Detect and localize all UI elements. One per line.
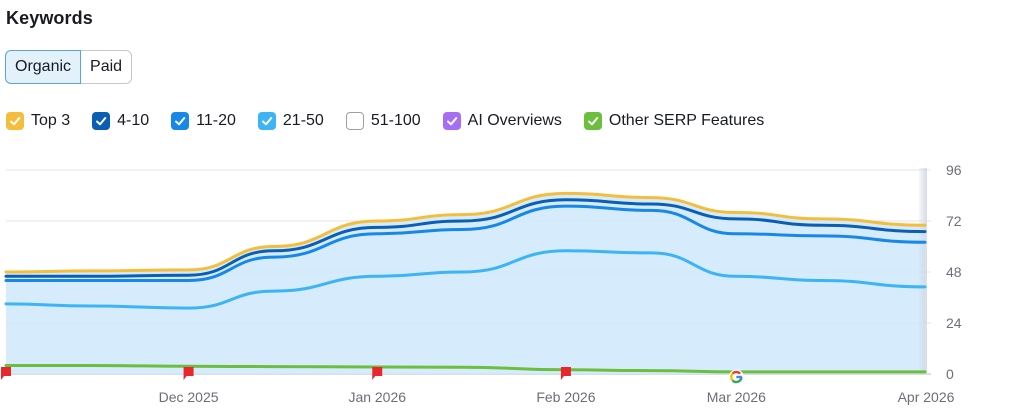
series-line-4-10 [4, 198, 927, 278]
legend-item-51-100[interactable]: 51-100 [345, 112, 421, 130]
series-line-21-50 [4, 249, 927, 310]
event-flag-icon[interactable] [1, 367, 11, 380]
organic-paid-toggle: Organic Paid [5, 50, 133, 84]
event-flag-icon[interactable] [560, 367, 571, 380]
check-icon [261, 117, 273, 126]
legend-item-4-10[interactable]: 4-10 [92, 112, 149, 130]
y-tick-label: 72 [946, 213, 962, 229]
paid-button[interactable]: Paid [81, 50, 133, 84]
check-icon [446, 117, 457, 126]
checkbox-21-50[interactable] [257, 112, 276, 130]
checkbox-11-20[interactable] [171, 112, 190, 130]
google-icon[interactable] [728, 369, 744, 385]
legend: Top 3 4-10 11-20 21-50 51-100 AI Overvie… [6, 112, 764, 130]
checkbox-top-3[interactable] [6, 112, 24, 130]
y-tick-label: 96 [946, 162, 962, 178]
x-tick-label: Apr 2026 [898, 389, 955, 405]
organic-button[interactable]: Organic [5, 50, 82, 84]
keywords-area-chart: 0 24 48 72 96 Dec 2025 Jan 2026 Feb 2026 Mar 202… [1, 162, 962, 405]
legend-label-21-50: 21-50 [282, 112, 324, 129]
legend-label-11-20: 11-20 [196, 112, 236, 129]
legend-item-other-serp-features[interactable]: Other SERP Features [583, 112, 765, 130]
legend-label-4-10: 4-10 [117, 112, 150, 129]
checkbox-4-10[interactable] [92, 112, 111, 130]
legend-item-ai-overviews[interactable]: AI Overviews [442, 112, 562, 130]
y-tick-label: 0 [946, 366, 954, 382]
keywords-area-fill [6, 193, 925, 374]
event-flag-icon[interactable] [183, 367, 194, 380]
page-title: Keywords [6, 8, 93, 28]
checkbox-51-100[interactable] [345, 112, 364, 130]
legend-item-11-20[interactable]: 11-20 [171, 112, 236, 130]
legend-label-top-3: Top 3 [31, 112, 71, 129]
checkbox-other-serp-features[interactable] [583, 112, 602, 130]
x-tick-label: Feb 2026 [536, 389, 595, 405]
check-icon [96, 117, 107, 126]
legend-item-top-3[interactable]: Top 3 [6, 112, 70, 130]
x-tick-label: Dec 2025 [159, 389, 219, 405]
y-tick-label: 48 [946, 264, 962, 280]
legend-label-51-100: 51-100 [370, 112, 421, 129]
event-flag-icon[interactable] [372, 367, 383, 380]
check-icon [10, 117, 21, 126]
x-tick-label: Jan 2026 [348, 389, 406, 405]
series-line-top-3 [4, 191, 927, 274]
legend-label-ai-overviews: AI Overviews [467, 112, 562, 129]
x-tick-label: Mar 2026 [707, 389, 766, 405]
check-icon [587, 117, 599, 126]
y-tick-label: 24 [946, 315, 962, 331]
checkbox-ai-overviews[interactable] [442, 112, 461, 130]
legend-label-other-serp-features: Other SERP Features [608, 112, 765, 129]
series-line-other-serp-features [4, 363, 927, 374]
check-icon [175, 117, 186, 126]
legend-item-21-50[interactable]: 21-50 [257, 112, 324, 130]
series-line-11-20 [4, 204, 927, 282]
plot-edge-shade [919, 168, 927, 374]
